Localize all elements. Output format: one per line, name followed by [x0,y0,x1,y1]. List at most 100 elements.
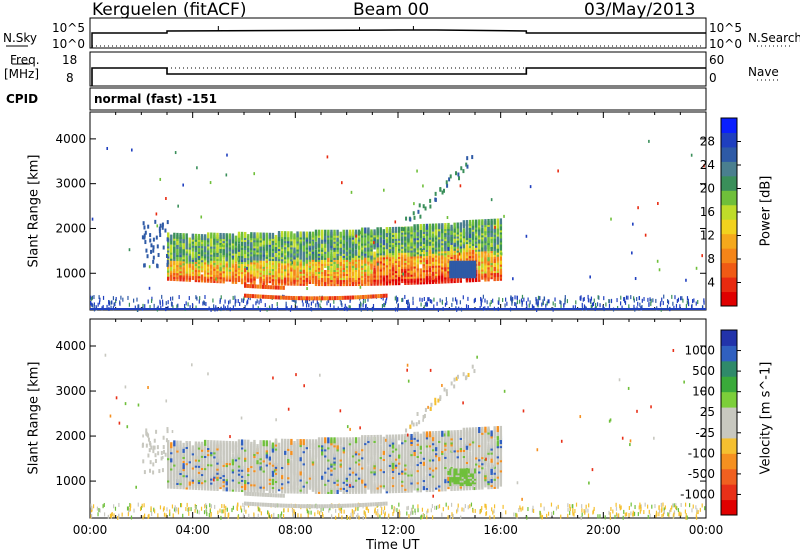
echo-cell [234,239,238,246]
noise-cell [420,514,423,519]
ground-scatter-cell [349,295,352,300]
noise-cell [582,297,584,302]
noise-cell [231,508,233,513]
noise-cell [220,515,222,520]
noise-cell [489,302,491,307]
echo-cell [194,441,198,448]
echo-cell [376,247,379,254]
echo-cell [481,255,484,262]
echo-cell [268,250,272,257]
echo-cell [268,440,272,447]
noise-cell [539,296,541,301]
echo-cell [314,229,318,236]
echo-cell [425,258,429,265]
echo-cell [244,252,247,259]
date-title: 03/May/2013 [584,0,696,20]
sparse-cell [447,246,450,250]
echo-cell [425,237,429,244]
echo-cell [188,241,191,248]
noise-cell [241,298,243,303]
noise-cell [260,299,262,304]
echo-cell [484,235,487,242]
far-echo-cell [462,169,465,174]
echo-cell [225,479,228,486]
echo-cell [419,230,422,237]
noise-cell [516,295,518,300]
noise-cell [661,513,663,518]
echo-cell [203,439,207,446]
echo-cell [200,248,204,255]
ground-scatter-cell [377,294,380,299]
echo-cell [293,247,296,254]
ground-scatter-cell [364,294,368,299]
noise-cell [512,296,514,301]
echo-cell [274,438,278,445]
patch-cell [449,260,452,266]
ground-scatter-cell [385,293,388,298]
noise-cell [599,303,601,308]
noise-cell [685,515,687,520]
noise-cell [677,508,680,513]
noise-cell [232,305,235,310]
noise-cell [427,508,429,513]
sparse-cell [394,220,397,224]
sparse-cell [494,225,496,229]
noise-cell [316,300,318,305]
noise-cell [567,513,569,518]
far-echo-cell [448,177,451,182]
noise-cell [473,299,475,304]
echo-cell [296,231,299,238]
noise-cell [96,506,99,511]
noise-cell [686,515,688,520]
noise-cell [358,303,361,308]
noise-cell [547,299,549,304]
noise-cell [130,515,133,520]
echo-cell [339,278,342,285]
echo-cell [404,226,407,233]
noise-cell [680,512,682,517]
echo-cell [188,253,191,260]
far-echo-cell [407,226,410,231]
echo-cell [425,274,429,281]
echo-cell [234,235,238,242]
sparse-cell [503,214,505,218]
noise-cell [397,303,400,308]
noise-cell [688,302,690,307]
noise-cell [106,304,108,309]
noise-cell [271,514,273,519]
echo-cell [247,234,250,241]
echo-cell [197,233,201,240]
noise-cell [236,506,239,511]
sparse-cell [306,287,308,291]
echo-cell [478,229,481,236]
echo-cell [465,244,469,251]
wedge-cell [161,225,164,230]
noise-cell [682,298,684,303]
noise-cell [92,504,95,509]
echo-cell [244,248,247,255]
echo-cell [170,274,173,281]
noise-cell [531,508,534,513]
y-tick-label: 3000 [55,177,86,191]
echo-cell [234,263,238,270]
noise-cell [310,301,313,306]
echo-cell [256,458,259,465]
echo-cell [450,257,453,264]
noise-cell [108,299,110,304]
echo-cell [302,267,305,274]
echo-cell [481,219,484,226]
noise-cell [234,295,236,300]
echo-cell [250,240,253,247]
noise-cell [637,512,639,517]
cpid-label: CPID [6,92,39,106]
echo-cell [287,231,290,238]
noise-cell [320,298,322,303]
noise-cell [514,302,516,307]
noise-cell [702,305,704,310]
echo-cell [471,237,475,244]
noise-cell [384,303,386,308]
echo-cell [200,274,204,281]
noise-cell [429,299,431,304]
echo-cell [425,250,429,257]
noise-cell [391,504,393,509]
